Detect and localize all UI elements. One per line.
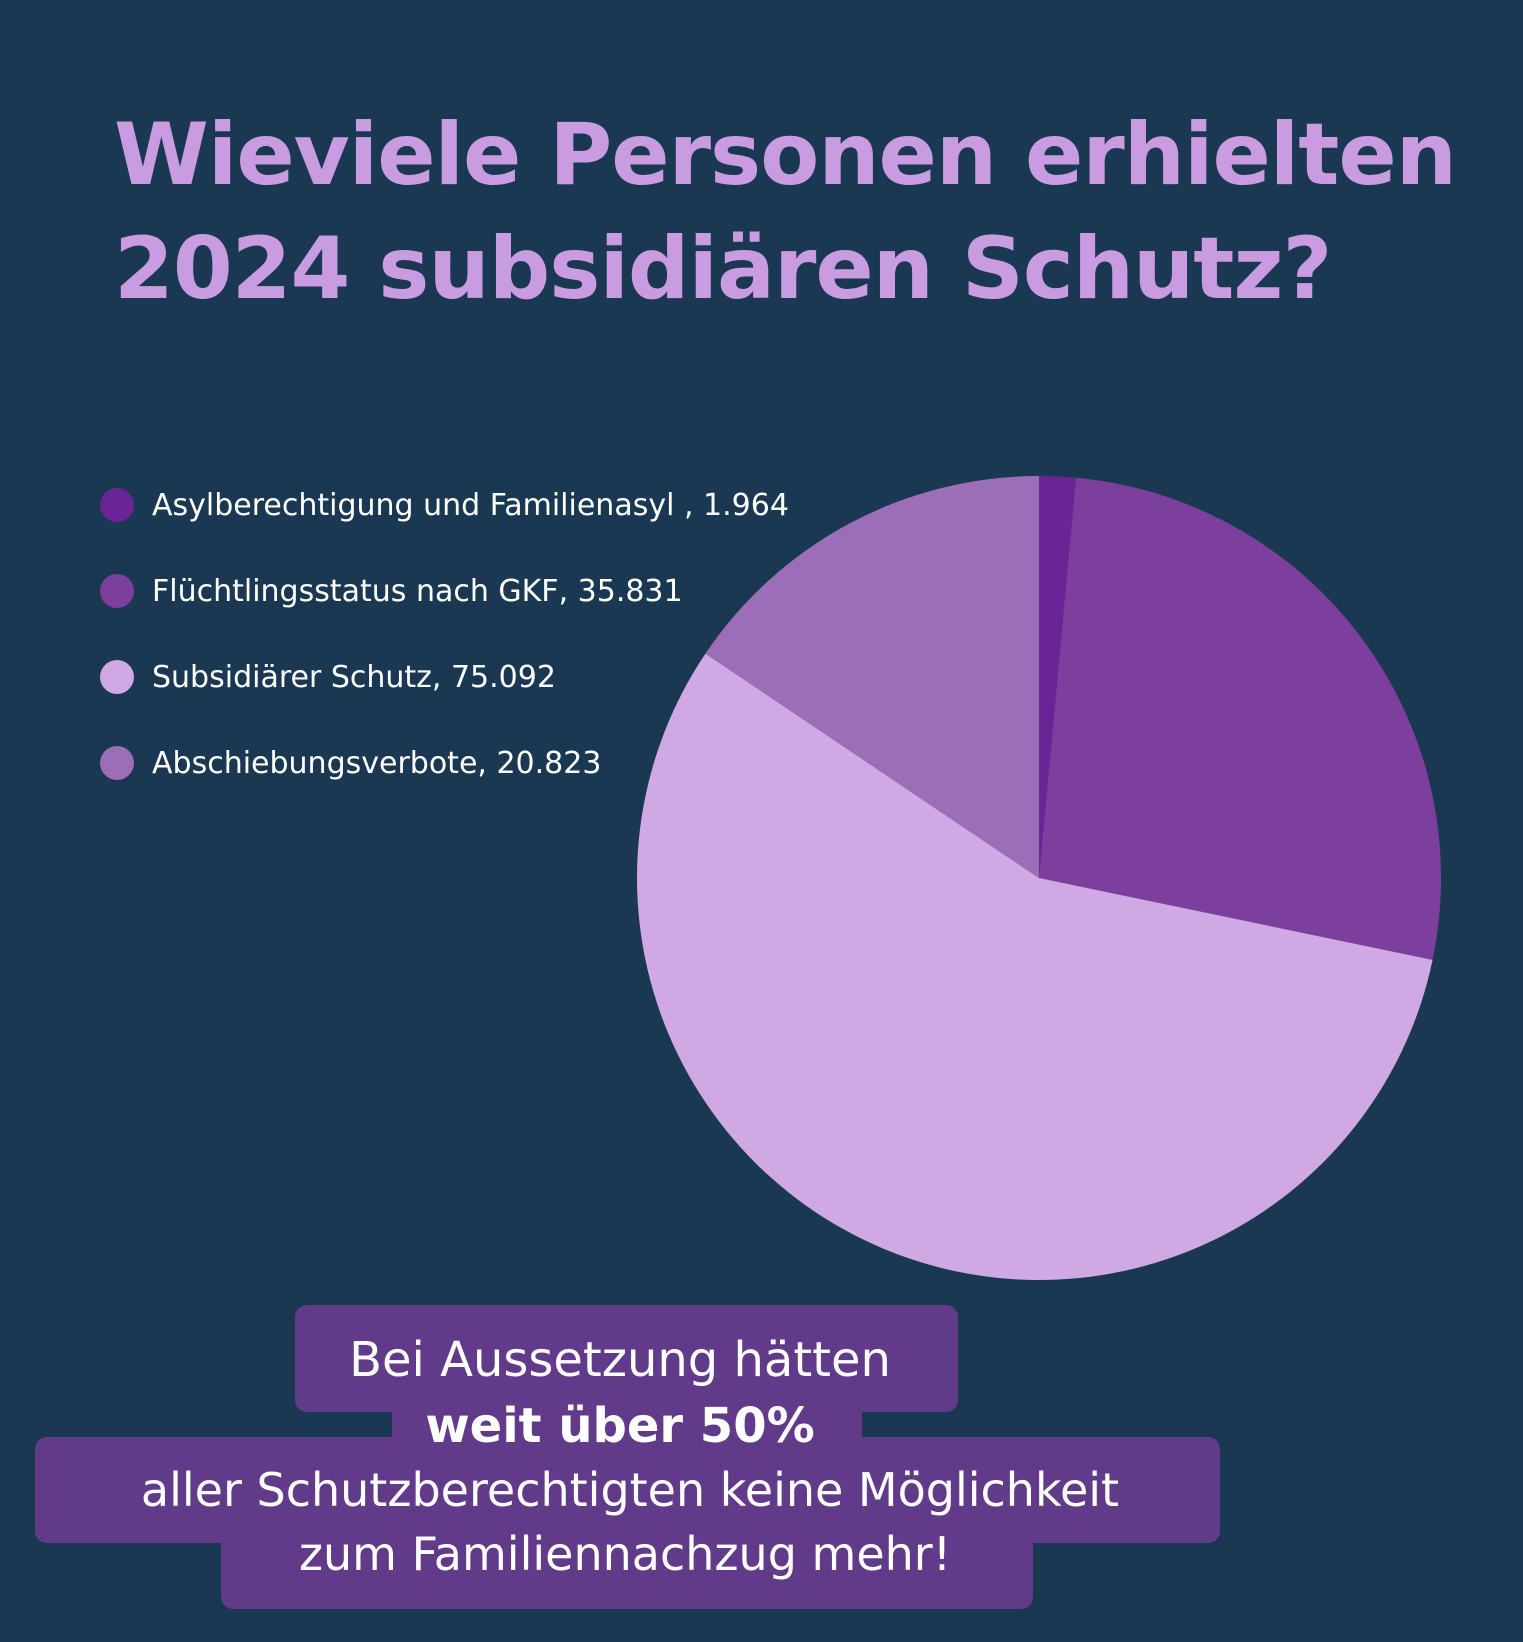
pie-slice-1 xyxy=(1039,476,1077,878)
legend: Asylberechtigung und Familienasyl , 1.96… xyxy=(100,462,789,806)
pie-slice-2 xyxy=(1039,477,1441,960)
legend-label: Asylberechtigung und Familienasyl , 1.96… xyxy=(152,487,789,523)
legend-label: Subsidiärer Schutz, 75.092 xyxy=(152,659,556,695)
legend-swatch xyxy=(100,488,134,522)
chart-title-line-2: 2024 subsidiären Schutz? xyxy=(114,219,1332,319)
chart-title: Wieviele Personen erhielten 2024 subsidi… xyxy=(114,98,1457,326)
legend-item: Asylberechtigung und Familienasyl , 1.96… xyxy=(100,462,789,548)
chart-title-line-1: Wieviele Personen erhielten xyxy=(114,105,1457,205)
legend-label: Flüchtlingsstatus nach GKF, 35.831 xyxy=(152,573,683,609)
legend-swatch xyxy=(100,574,134,608)
legend-item: Abschiebungsverbote, 20.823 xyxy=(100,720,789,806)
legend-swatch xyxy=(100,746,134,780)
pie-slice-4 xyxy=(705,476,1039,878)
legend-item: Subsidiärer Schutz, 75.092 xyxy=(100,634,789,720)
legend-swatch xyxy=(100,660,134,694)
pie-slice-3 xyxy=(636,653,1433,1281)
legend-label: Abschiebungsverbote, 20.823 xyxy=(152,745,602,781)
legend-item: Flüchtlingsstatus nach GKF, 35.831 xyxy=(100,548,789,634)
